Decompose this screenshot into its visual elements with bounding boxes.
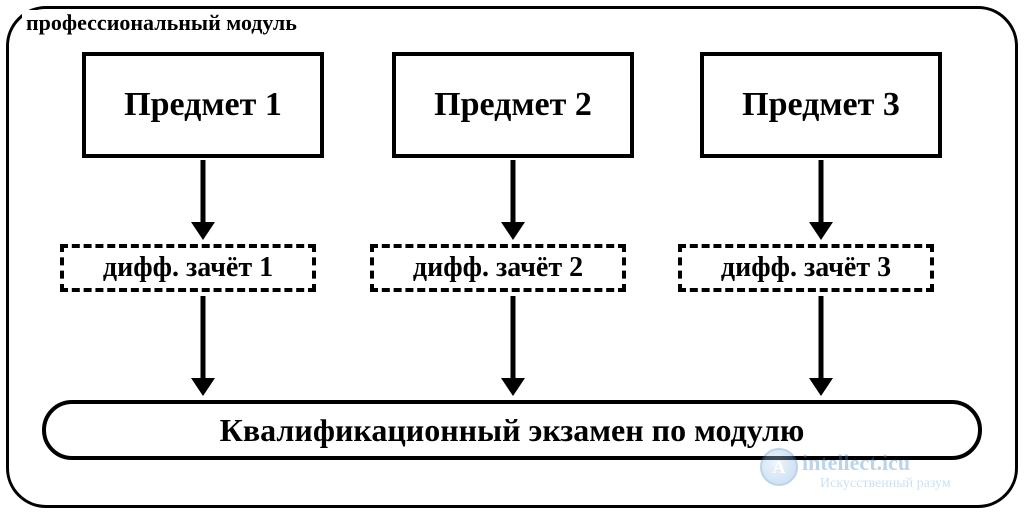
subject-label: Предмет 1 xyxy=(124,86,282,124)
credit-label: дифф. зачёт 2 xyxy=(413,252,583,284)
exam-bar: Квалификационный экзамен по модулю xyxy=(42,400,982,460)
credit-label: дифф. зачёт 1 xyxy=(103,252,273,284)
subject-box-2: Предмет 2 xyxy=(392,52,634,158)
subject-box-1: Предмет 1 xyxy=(82,52,324,158)
subject-label: Предмет 3 xyxy=(742,86,900,124)
credit-box-3: дифф. зачёт 3 xyxy=(678,244,934,292)
exam-label: Квалификационный экзамен по модулю xyxy=(220,412,805,449)
subject-label: Предмет 2 xyxy=(434,86,592,124)
credit-label: дифф. зачёт 3 xyxy=(721,252,891,284)
diagram-canvas: профессиональный модуль Предмет 1 Предме… xyxy=(0,0,1024,514)
module-title: профессиональный модуль xyxy=(22,10,301,36)
subject-box-3: Предмет 3 xyxy=(700,52,942,158)
credit-box-2: дифф. зачёт 2 xyxy=(370,244,626,292)
credit-box-1: дифф. зачёт 1 xyxy=(60,244,316,292)
